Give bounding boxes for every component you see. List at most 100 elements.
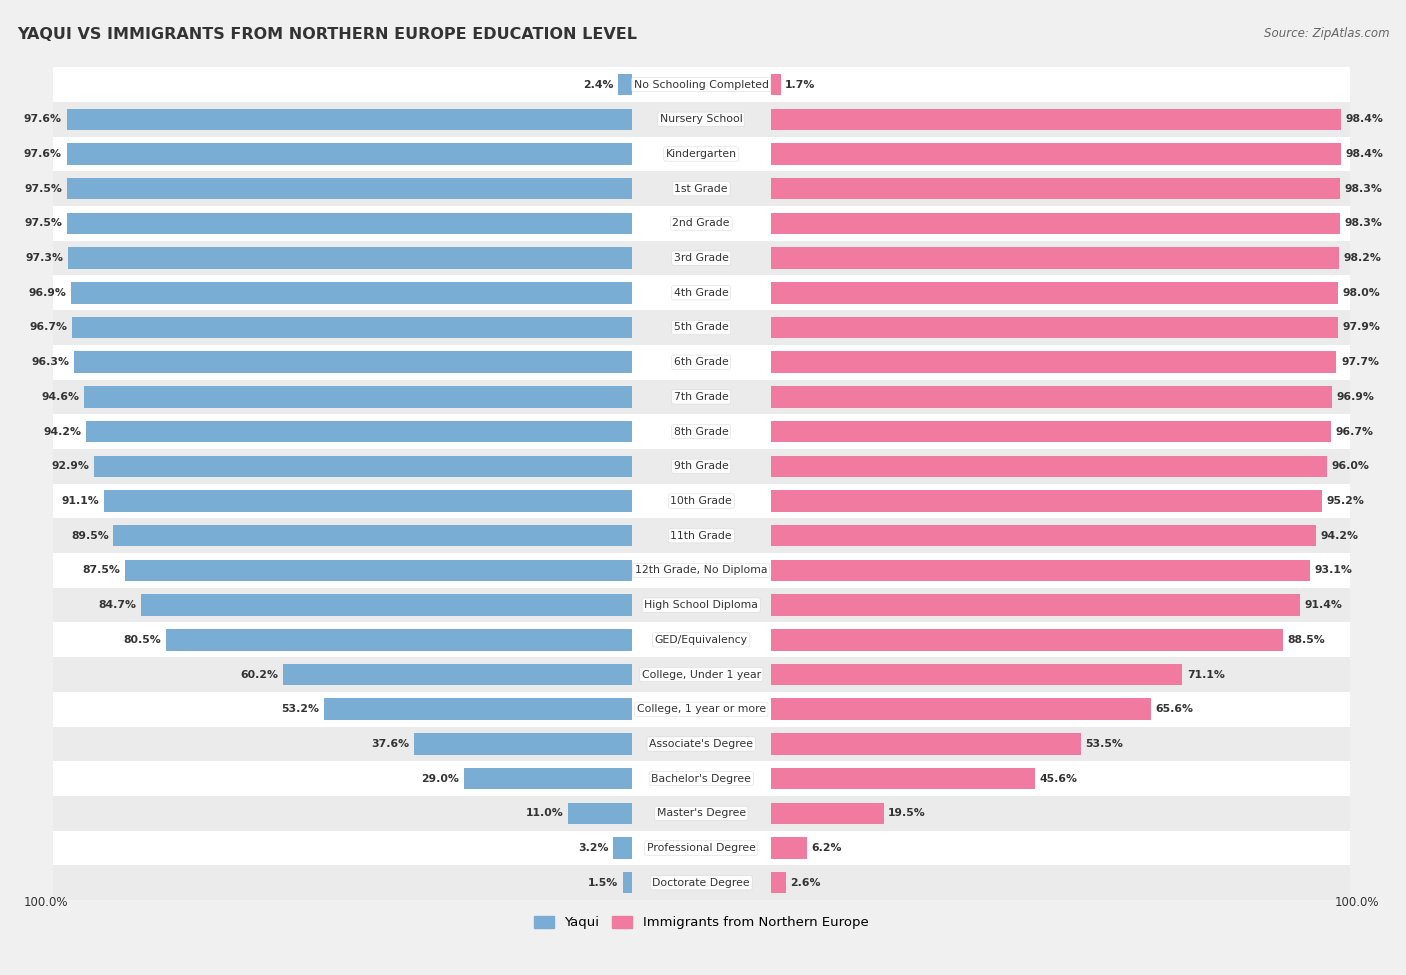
Bar [770,629,1284,650]
Bar [770,560,1310,581]
Text: 98.4%: 98.4% [1346,114,1384,124]
Bar [70,282,631,303]
Text: 98.2%: 98.2% [1344,254,1382,263]
Text: College, Under 1 year: College, Under 1 year [641,670,761,680]
Text: 29.0%: 29.0% [422,773,460,784]
Text: College, 1 year or more: College, 1 year or more [637,704,766,715]
Bar [52,102,1350,136]
Text: 96.7%: 96.7% [1336,427,1374,437]
Bar [413,733,631,755]
Text: Kindergarten: Kindergarten [665,149,737,159]
Bar [69,248,631,269]
Text: 80.5%: 80.5% [124,635,160,644]
Bar [568,802,631,824]
Bar [770,282,1339,303]
Bar [66,108,631,130]
Text: 96.3%: 96.3% [31,357,69,368]
Bar [94,455,631,477]
Bar [770,143,1340,165]
Text: 96.9%: 96.9% [1337,392,1374,402]
Bar [52,657,1350,692]
Bar [52,726,1350,761]
Bar [770,177,1340,200]
Bar [770,351,1337,373]
Bar [770,664,1182,685]
Bar [464,768,631,790]
Text: 94.6%: 94.6% [41,392,79,402]
Text: 2.4%: 2.4% [582,80,613,90]
Text: 89.5%: 89.5% [72,530,108,541]
Bar [613,838,631,859]
Bar [770,248,1340,269]
Bar [52,866,1350,900]
Bar [770,733,1080,755]
Bar [52,831,1350,866]
Bar [770,872,786,893]
Text: 97.6%: 97.6% [24,114,62,124]
Bar [52,206,1350,241]
Text: 87.5%: 87.5% [83,566,121,575]
Text: 1st Grade: 1st Grade [675,183,728,194]
Text: 97.7%: 97.7% [1341,357,1379,368]
Text: 71.1%: 71.1% [1187,670,1225,680]
Bar [770,802,883,824]
Bar [166,629,631,650]
Bar [770,525,1316,546]
Text: 19.5%: 19.5% [889,808,927,818]
Bar [770,768,1035,790]
Bar [770,213,1340,234]
Bar [283,664,631,685]
Bar [770,108,1340,130]
Bar [623,872,631,893]
Bar [770,595,1301,616]
Bar [52,553,1350,588]
Text: Source: ZipAtlas.com: Source: ZipAtlas.com [1264,27,1389,40]
Bar [52,414,1350,448]
Text: Master's Degree: Master's Degree [657,808,745,818]
Bar [770,317,1337,338]
Text: 7th Grade: 7th Grade [673,392,728,402]
Text: GED/Equivalency: GED/Equivalency [655,635,748,644]
Text: 96.7%: 96.7% [30,323,67,332]
Text: 94.2%: 94.2% [1320,530,1358,541]
Bar [52,519,1350,553]
Bar [770,74,780,96]
Bar [52,67,1350,102]
Bar [52,692,1350,726]
Bar [52,622,1350,657]
Bar [86,421,631,443]
Text: No Schooling Completed: No Schooling Completed [634,80,769,90]
Bar [52,484,1350,519]
Bar [104,490,631,512]
Bar [52,136,1350,172]
Bar [323,698,631,720]
Text: 5th Grade: 5th Grade [673,323,728,332]
Bar [52,276,1350,310]
Legend: Yaqui, Immigrants from Northern Europe: Yaqui, Immigrants from Northern Europe [529,911,873,935]
Bar [67,177,631,200]
Bar [770,698,1150,720]
Bar [770,490,1322,512]
Text: 53.2%: 53.2% [281,704,319,715]
Text: 98.4%: 98.4% [1346,149,1384,159]
Bar [66,143,631,165]
Text: 1.5%: 1.5% [588,878,619,888]
Text: 53.5%: 53.5% [1085,739,1123,749]
Bar [141,595,631,616]
Bar [770,421,1330,443]
Text: 45.6%: 45.6% [1039,773,1077,784]
Bar [52,241,1350,276]
Text: 2.6%: 2.6% [790,878,821,888]
Bar [114,525,631,546]
Bar [72,317,631,338]
Text: 10th Grade: 10th Grade [671,496,733,506]
Text: 94.2%: 94.2% [44,427,82,437]
Bar [52,379,1350,414]
Bar [52,588,1350,622]
Text: 91.1%: 91.1% [62,496,100,506]
Bar [52,448,1350,484]
Text: 84.7%: 84.7% [98,601,136,610]
Text: 3.2%: 3.2% [578,843,609,853]
Text: 92.9%: 92.9% [51,461,89,471]
Text: 1.7%: 1.7% [785,80,815,90]
